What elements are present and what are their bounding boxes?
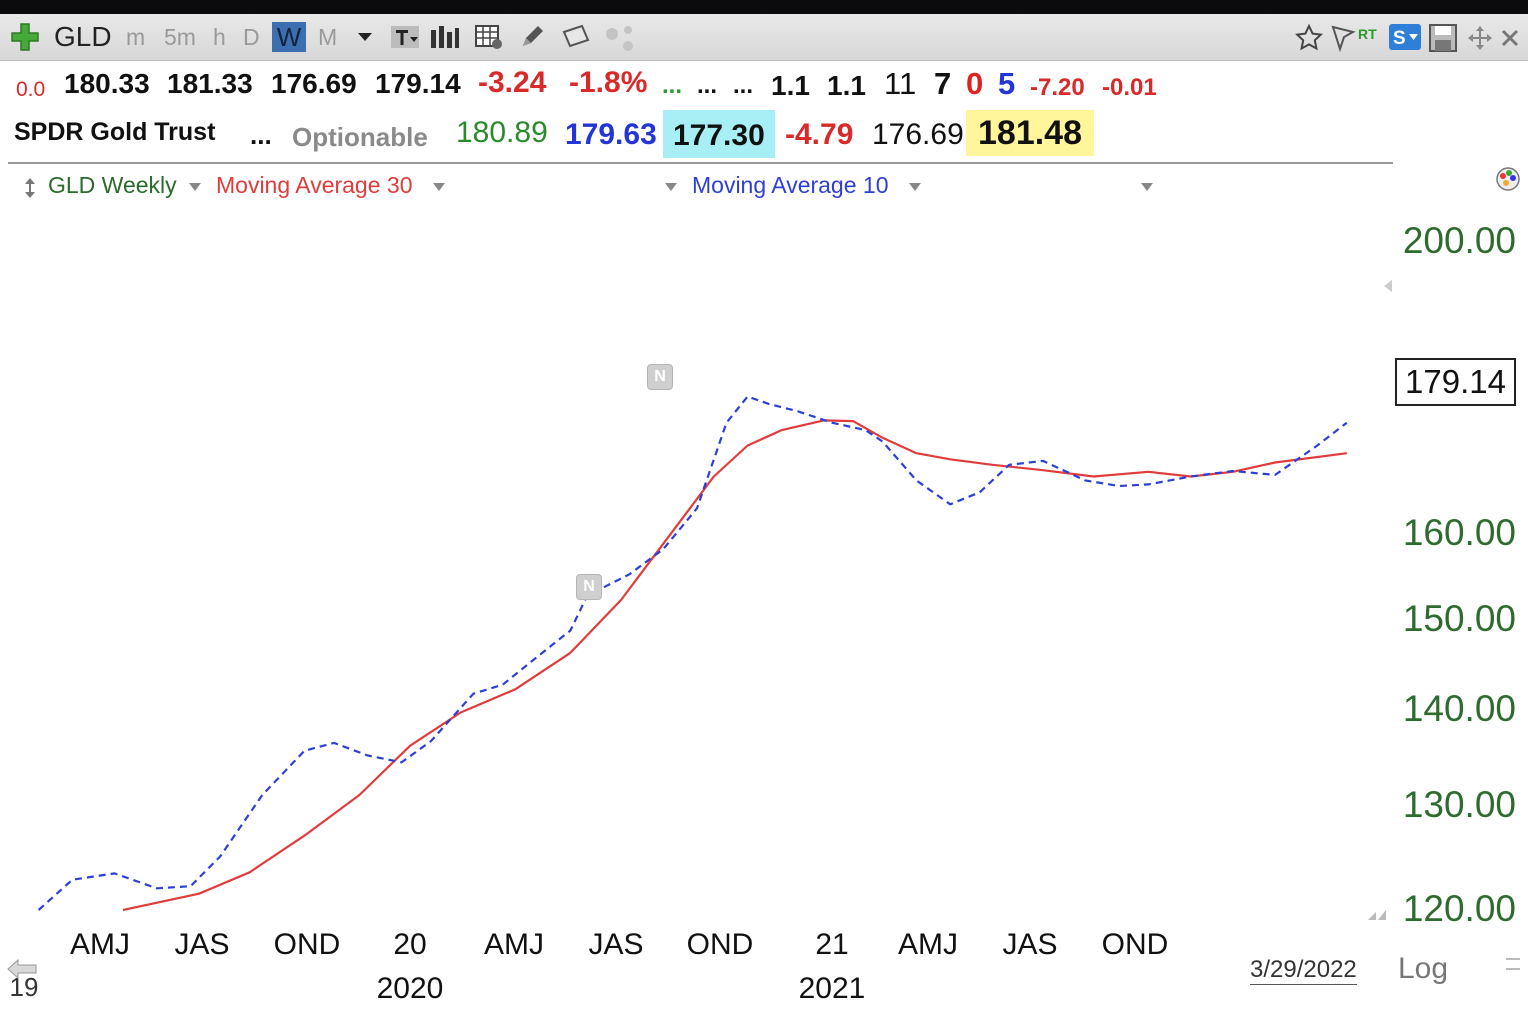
scroll-left-icon[interactable] (6, 956, 38, 982)
y-tick-label: 160.00 (1402, 512, 1516, 553)
quote-row2-value-4: -4.79 (785, 118, 854, 151)
add-icon[interactable] (10, 22, 40, 52)
quote-row2-value-5: 176.69 (872, 118, 964, 151)
save-icon[interactable] (1428, 23, 1458, 53)
x-year-label: 2021 (798, 972, 866, 1005)
quote-row-1: 0.0 180.33 181.33 176.69 179.14 -3.24 -1… (0, 62, 1528, 108)
quote-dots: ... (250, 120, 272, 150)
x-year-label: 2020 (376, 972, 444, 1005)
draw-pencil-icon[interactable] (518, 22, 546, 52)
chart-type-icon[interactable] (390, 24, 420, 50)
security-name: SPDR Gold Trust (14, 118, 216, 146)
legend-ma10[interactable]: Moving Average 10 (692, 172, 889, 198)
table-settings-icon[interactable] (474, 23, 504, 51)
quote-count-3: 0 (966, 66, 984, 101)
y-tick-label: 150.00 (1402, 598, 1516, 639)
quote-value-1: 1.1 (771, 70, 810, 101)
x-tick-label: JAS (174, 928, 230, 961)
legend-main-series[interactable]: GLD Weekly (48, 172, 177, 198)
x-tick-label: JAS (1002, 928, 1058, 961)
interval-hour[interactable]: h (213, 24, 226, 50)
quote-diff-2: -0.01 (1102, 74, 1157, 101)
quote-change: -3.24 (478, 66, 547, 99)
x-tick-label: 20 (393, 928, 427, 961)
close-icon[interactable] (1500, 28, 1520, 48)
y-tick-label: 120.00 (1402, 888, 1516, 929)
interval-day[interactable]: D (243, 24, 260, 50)
s-menu-icon[interactable]: S (1388, 23, 1422, 51)
chevron-down-icon[interactable] (908, 182, 922, 192)
quote-row-2: SPDR Gold Trust ... Optionable 180.89 17… (0, 110, 1528, 158)
flag-icon[interactable] (560, 24, 592, 50)
chevron-down-icon[interactable] (356, 31, 374, 43)
quote-diff-1: -7.20 (1030, 74, 1085, 101)
symbol-label[interactable]: GLD (54, 21, 112, 52)
optionable-label: Optionable (292, 122, 428, 152)
quote-close: 179.14 (375, 68, 461, 99)
quote-change-percent: -1.8% (569, 66, 648, 99)
move-icon[interactable] (1466, 24, 1494, 52)
series-line-ma10 (37, 395, 1348, 911)
y-tick-label: 130.00 (1402, 784, 1516, 825)
x-tick-label: OND (1101, 928, 1169, 961)
chart-toolbar: GLD m 5m h D W M RT S (0, 14, 1528, 61)
x-tick-label: AMJ (898, 928, 958, 961)
interval-week[interactable]: W (272, 22, 306, 52)
chevron-down-icon[interactable] (432, 182, 446, 192)
quote-change-small: 0.0 (16, 78, 46, 101)
x-tick-label: OND (273, 928, 341, 961)
svg-text:S: S (1393, 28, 1406, 49)
interval-minute[interactable]: m (126, 24, 146, 50)
quote-count-1: 11 (884, 66, 917, 101)
menu-lines-icon[interactable] (1506, 958, 1520, 970)
chevron-down-icon[interactable] (188, 182, 202, 192)
quote-low: 176.69 (271, 68, 357, 99)
star-icon[interactable] (1294, 23, 1324, 53)
quote-dots-3: ... (733, 72, 754, 99)
date-label[interactable]: 3/29/2022 (1250, 956, 1357, 985)
quote-count-4: 5 (998, 66, 1016, 101)
news-badge[interactable]: N (647, 364, 673, 390)
x-tick-label: AMJ (70, 928, 130, 961)
header-divider (8, 162, 1393, 164)
quote-row2-value-2: 179.63 (565, 118, 657, 151)
quote-row2-value-1: 180.89 (456, 116, 548, 149)
color-palette-icon[interactable] (1494, 166, 1522, 192)
last-price-label: 179.14 (1395, 358, 1516, 406)
quote-count-2: 7 (934, 66, 952, 101)
alert-flag-icon[interactable] (1330, 24, 1356, 52)
x-tick-label: 21 (815, 928, 849, 961)
series-line-ma30 (122, 419, 1347, 912)
window-top-strip (0, 0, 1528, 14)
quote-value-2: 1.1 (827, 70, 866, 101)
x-tick-label: AMJ (484, 928, 544, 961)
x-year-label-partial: 19 (9, 972, 39, 1002)
news-badge[interactable]: N (576, 574, 602, 600)
x-tick-label: OND (686, 928, 754, 961)
quote-row2-value-3: 177.30 (663, 110, 775, 158)
quote-dots-1: ... (662, 72, 683, 99)
bar-chart-icon[interactable] (428, 24, 460, 50)
y-tick-label: 200.00 (1402, 220, 1516, 261)
quote-high: 181.33 (167, 68, 253, 99)
interval-5-minute[interactable]: 5m (164, 24, 196, 50)
quote-open: 180.33 (64, 68, 150, 99)
x-tick-label: JAS (588, 928, 644, 961)
quote-row2-value-6: 181.48 (966, 110, 1094, 156)
log-scale-toggle[interactable]: Log (1398, 952, 1449, 985)
legend-ma30[interactable]: Moving Average 30 (216, 172, 413, 198)
chevron-down-icon[interactable] (1140, 182, 1154, 192)
quote-dots-2: ... (697, 72, 718, 99)
y-tick-label: 140.00 (1402, 688, 1516, 729)
share-icon[interactable] (604, 24, 636, 52)
scale-triangle-icon[interactable] (1366, 906, 1394, 922)
realtime-icon[interactable]: RT (1358, 26, 1377, 42)
interval-month[interactable]: M (318, 24, 338, 50)
updown-arrows-icon[interactable] (22, 176, 38, 200)
chevron-down-icon[interactable] (664, 182, 678, 192)
collapse-left-icon[interactable] (1382, 278, 1394, 294)
